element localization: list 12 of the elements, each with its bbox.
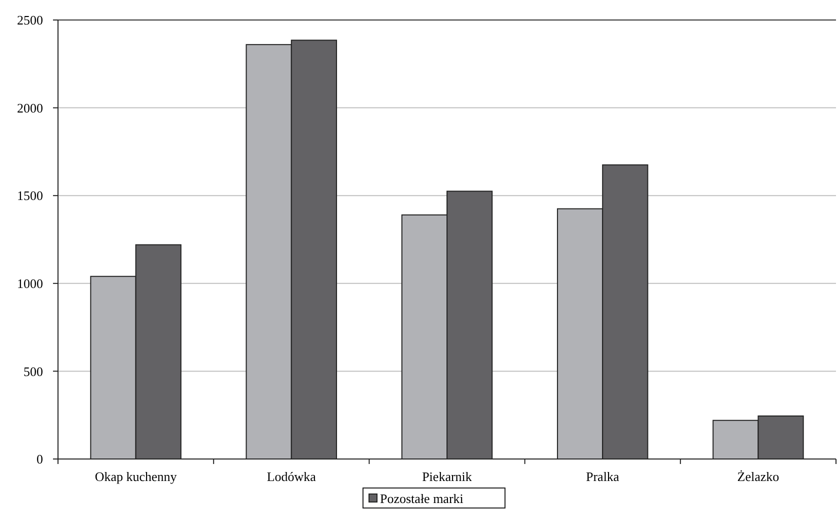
x-tick-label: Żelazko (737, 469, 780, 484)
y-tick-label: 500 (24, 364, 43, 379)
y-tick-label: 1500 (17, 188, 43, 204)
x-tick-label: Okap kuchenny (94, 469, 178, 484)
x-tick-label: Pralka (586, 469, 620, 484)
legend-label: Pozostałe marki (380, 491, 464, 506)
x-tick-label: Piekarnik (422, 469, 472, 484)
y-tick-label: 0 (36, 452, 43, 467)
y-tick-label: 2500 (17, 12, 43, 28)
y-tick-label: 1000 (17, 276, 43, 291)
x-tick-label: Lodówka (266, 469, 316, 484)
y-tick-label: 2000 (17, 100, 43, 116)
